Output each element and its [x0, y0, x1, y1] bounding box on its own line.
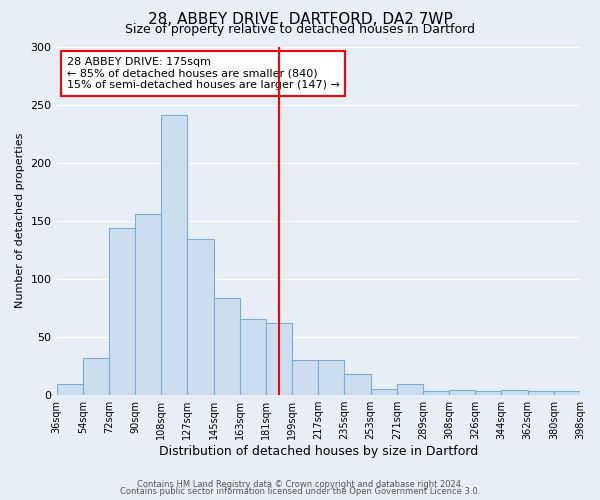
Text: Size of property relative to detached houses in Dartford: Size of property relative to detached ho… — [125, 22, 475, 36]
Bar — [371, 389, 397, 394]
Bar — [109, 228, 135, 394]
Y-axis label: Number of detached properties: Number of detached properties — [15, 133, 25, 308]
Bar — [214, 298, 240, 394]
Text: Contains public sector information licensed under the Open Government Licence 3.: Contains public sector information licen… — [120, 487, 480, 496]
Bar — [240, 320, 266, 394]
Text: Contains HM Land Registry data © Crown copyright and database right 2024.: Contains HM Land Registry data © Crown c… — [137, 480, 463, 489]
Bar — [527, 391, 554, 394]
Text: 28, ABBEY DRIVE, DARTFORD, DA2 7WP: 28, ABBEY DRIVE, DARTFORD, DA2 7WP — [148, 12, 452, 28]
Bar — [423, 391, 449, 394]
X-axis label: Distribution of detached houses by size in Dartford: Distribution of detached houses by size … — [158, 444, 478, 458]
Bar — [83, 358, 109, 395]
Bar — [135, 214, 161, 394]
Bar — [502, 390, 527, 394]
Bar — [292, 360, 318, 394]
Bar — [449, 390, 475, 394]
Bar — [187, 239, 214, 394]
Bar — [266, 322, 292, 394]
Bar — [161, 115, 187, 394]
Bar — [344, 374, 371, 394]
Text: 28 ABBEY DRIVE: 175sqm
← 85% of detached houses are smaller (840)
15% of semi-de: 28 ABBEY DRIVE: 175sqm ← 85% of detached… — [67, 57, 340, 90]
Bar — [475, 391, 502, 394]
Bar — [397, 384, 423, 394]
Bar — [318, 360, 344, 394]
Bar — [56, 384, 83, 394]
Bar — [554, 391, 580, 394]
